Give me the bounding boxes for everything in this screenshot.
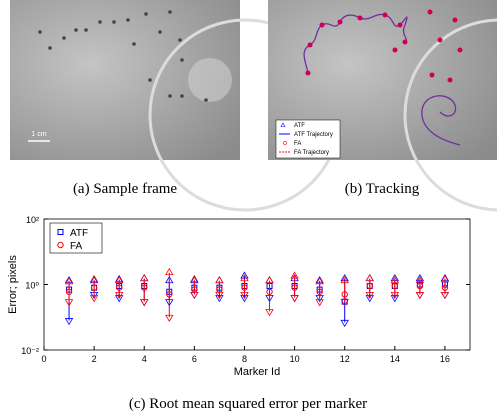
error-low [140, 299, 149, 307]
legend [49, 222, 103, 254]
error-high [114, 275, 124, 284]
error-low [415, 291, 425, 300]
data-point [416, 282, 424, 290]
data-point [266, 288, 273, 295]
error-low [290, 295, 299, 303]
error-low [390, 291, 400, 300]
error-chart: 10⁻² 10⁰ 10² 0 2 4 6 8 10 12 14 16 Marker Id Error; p… [7, 215, 471, 378]
error-high [415, 273, 425, 282]
x-tick-label: 8 [242, 354, 247, 364]
legend-marker [57, 241, 64, 249]
x-tick-label: 0 [41, 354, 46, 364]
error-low [114, 291, 124, 300]
error-high [190, 274, 199, 283]
data-point [191, 286, 198, 293]
data-point [141, 284, 148, 291]
caption: (a) Sample frame [73, 181, 177, 197]
error-low [89, 295, 99, 303]
data-point [65, 288, 73, 295]
error-low [315, 299, 324, 307]
y-tick-label: 10⁻² [21, 346, 39, 356]
error-high [64, 277, 74, 285]
y-tick-label: 10⁰ [25, 281, 39, 291]
x-tick-label: 10 [290, 354, 300, 364]
tracking-frame: ATF ATF Trajectory FA FA Trajectory [268, 0, 497, 212]
error-low [64, 318, 74, 326]
error-high [215, 275, 224, 284]
error-high [340, 273, 349, 282]
error-high [240, 271, 249, 279]
y-axis-label: Error; pixels [7, 255, 19, 314]
error-low [365, 291, 374, 300]
scale-label: 1 cm [31, 131, 46, 138]
legend-label: FA Trajectory [294, 150, 329, 156]
x-tick-label: 12 [340, 354, 350, 364]
error-high [140, 273, 149, 282]
error-low [64, 299, 74, 307]
legend-label: FA [70, 241, 83, 252]
caption: (b) Tracking [345, 181, 420, 197]
error-high [415, 275, 425, 284]
x-tick-label: 4 [142, 354, 147, 364]
legend-marker [57, 229, 64, 235]
error-high [365, 273, 374, 282]
error-high [440, 274, 450, 283]
error-high [390, 273, 400, 282]
data-point [90, 284, 98, 291]
data-point [216, 286, 223, 293]
legend-label: ATF [70, 228, 88, 239]
data-point [441, 284, 449, 291]
error-high [315, 277, 324, 285]
sample-frame: 1 cm [10, 0, 342, 212]
error-high [340, 275, 349, 284]
error-high [165, 267, 174, 276]
error-low [165, 314, 174, 323]
error-low [440, 291, 450, 300]
x-tick-label: 16 [440, 354, 450, 364]
error-low [340, 299, 349, 307]
data-point [291, 284, 298, 291]
error-low [365, 295, 374, 303]
y-tick-label: 10² [26, 215, 39, 225]
legend-label: ATF [294, 123, 305, 129]
error-high [265, 275, 274, 284]
data-point [341, 291, 348, 298]
caption: (c) Root mean squared error per marker [129, 396, 367, 412]
x-axis-label: Marker Id [234, 366, 280, 378]
error-low [215, 295, 224, 303]
plot-area [43, 218, 471, 351]
error-low [114, 295, 124, 303]
data-point [115, 284, 123, 291]
data-point [241, 284, 248, 291]
x-tick-label: 6 [192, 354, 197, 364]
error-high [390, 275, 400, 284]
error-low [265, 309, 274, 317]
error-low [390, 295, 400, 303]
error-high [89, 274, 99, 283]
error-low [340, 319, 349, 328]
data-point [166, 291, 173, 298]
data-point [316, 288, 323, 295]
legend-label: ATF Trajectory [294, 132, 333, 138]
error-high [290, 271, 299, 279]
error-low [240, 291, 249, 300]
data-point [391, 282, 399, 290]
x-tick-label: 2 [92, 354, 97, 364]
x-tick-label: 14 [390, 354, 400, 364]
error-high [240, 273, 249, 282]
data-point [366, 282, 373, 290]
error-low [240, 295, 249, 303]
legend-label: FA [294, 141, 301, 147]
